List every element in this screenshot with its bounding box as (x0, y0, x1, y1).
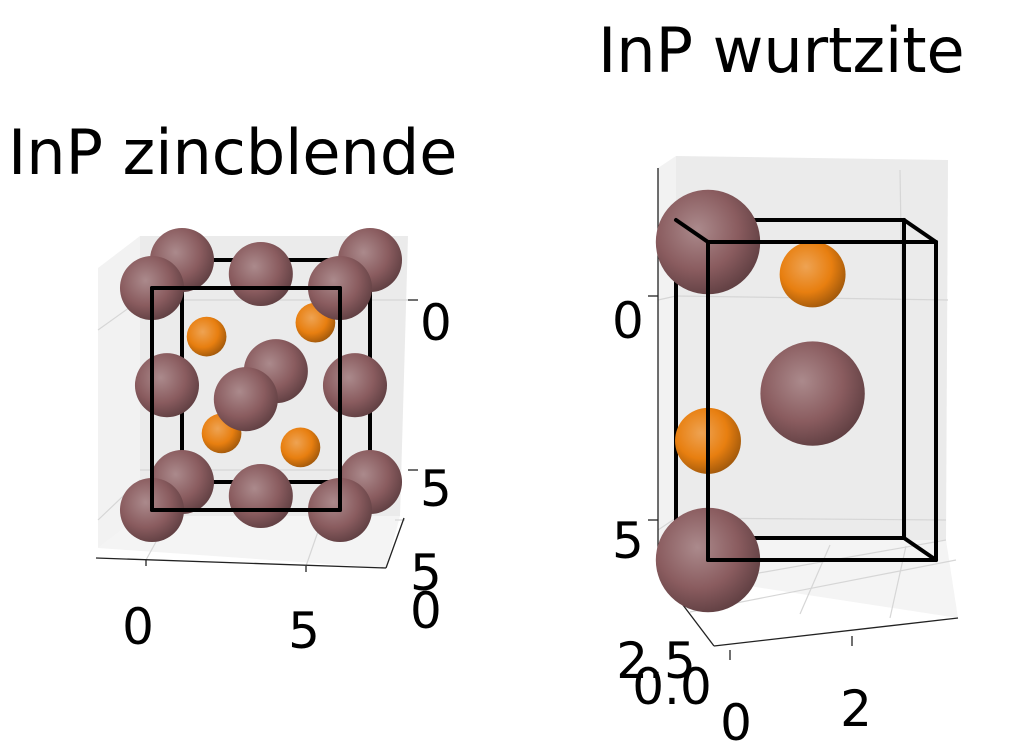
grid-line (799, 544, 831, 615)
unit-cell-edge (674, 218, 710, 244)
y_ticks-tick-label: 2.5 (616, 632, 696, 690)
axis-line (713, 617, 959, 647)
x_ticks-tick-label: 2 (840, 680, 872, 738)
z_ticks-tick-label: 5 (612, 512, 644, 570)
atom-P (186, 316, 227, 357)
y_ticks-tick-label: 0.0 (632, 658, 712, 716)
unit-cell-edge (902, 218, 938, 244)
x_ticks-tick-label: 0 (720, 694, 752, 749)
atom-In (213, 367, 278, 432)
x_ticks-tick-label: 5 (288, 602, 320, 660)
atom-P (779, 241, 846, 308)
y_ticks-tick-label: 0 (410, 582, 442, 640)
z_ticks-tick-label: 0 (420, 294, 452, 352)
z_ticks-tick-label: 0 (612, 292, 644, 350)
pane-left (98, 236, 140, 548)
atom-In (228, 241, 293, 307)
unit-cell-edge (902, 536, 938, 562)
atom-In (760, 341, 865, 446)
atom-In (228, 463, 293, 529)
z_ticks-tick-label: 5 (420, 460, 452, 518)
axis-line (95, 557, 387, 569)
x_ticks-tick-label: 0 (122, 598, 154, 656)
chart-title-zincblende: InP zincblende (8, 116, 458, 189)
atom-P (280, 427, 321, 468)
grid-line (657, 517, 677, 531)
chart-title-wurtzite: InP wurtzite (598, 14, 965, 87)
axis-line (385, 517, 405, 569)
y_ticks-tick-label: 5 (410, 544, 442, 602)
grid-line (657, 295, 677, 301)
